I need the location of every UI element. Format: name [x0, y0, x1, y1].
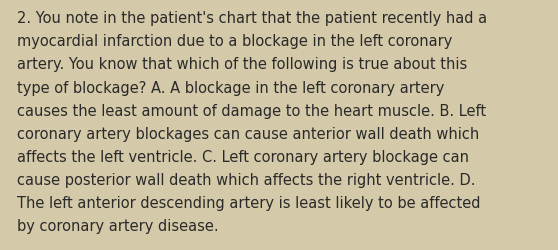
Text: affects the left ventricle. C. Left coronary artery blockage can: affects the left ventricle. C. Left coro…	[17, 149, 469, 164]
Text: coronary artery blockages can cause anterior wall death which: coronary artery blockages can cause ante…	[17, 126, 479, 141]
Text: by coronary artery disease.: by coronary artery disease.	[17, 218, 218, 233]
Text: 2. You note in the patient's chart that the patient recently had a: 2. You note in the patient's chart that …	[17, 11, 487, 26]
Text: causes the least amount of damage to the heart muscle. B. Left: causes the least amount of damage to the…	[17, 103, 486, 118]
Text: artery. You know that which of the following is true about this: artery. You know that which of the follo…	[17, 57, 467, 72]
Text: myocardial infarction due to a blockage in the left coronary: myocardial infarction due to a blockage …	[17, 34, 452, 49]
Text: cause posterior wall death which affects the right ventricle. D.: cause posterior wall death which affects…	[17, 172, 475, 187]
Text: The left anterior descending artery is least likely to be affected: The left anterior descending artery is l…	[17, 195, 480, 210]
Text: type of blockage? A. A blockage in the left coronary artery: type of blockage? A. A blockage in the l…	[17, 80, 444, 95]
